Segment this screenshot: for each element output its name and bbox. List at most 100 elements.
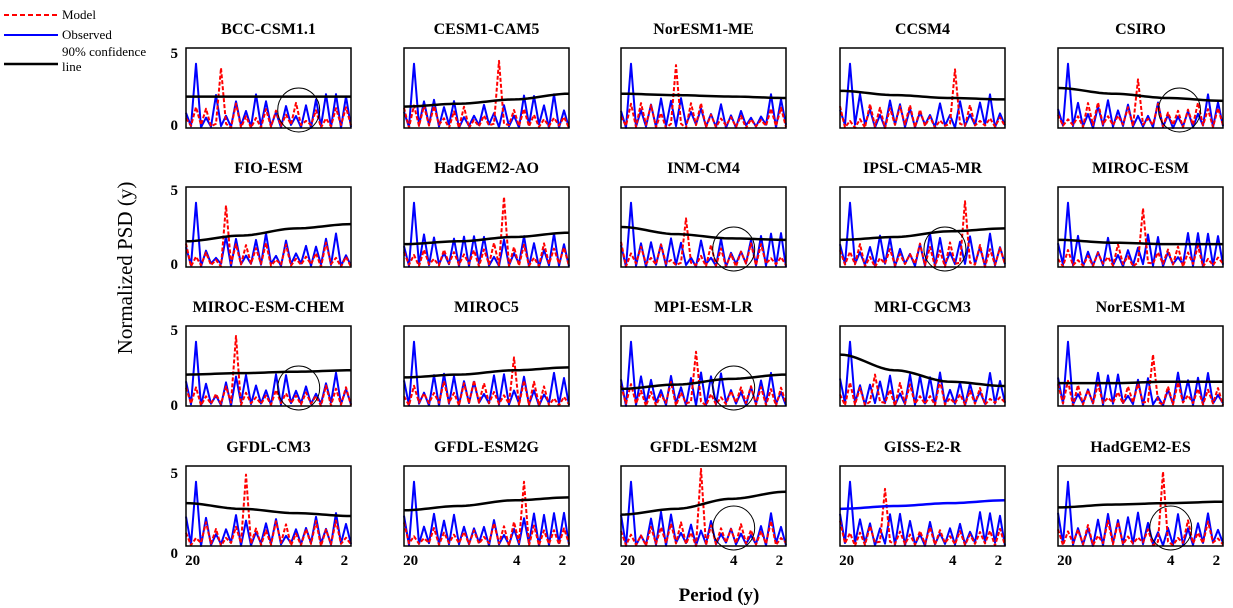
x-tick-label: 20 <box>839 553 854 569</box>
panel-title: INM-CM4 <box>667 160 740 177</box>
panel-frame <box>839 325 1006 407</box>
model-line <box>839 373 1006 407</box>
panel-frame <box>403 325 570 407</box>
confidence-line <box>403 231 570 246</box>
model-line <box>185 335 352 407</box>
panel-csiro: CSIRO <box>1057 21 1224 133</box>
confidence-line <box>185 369 352 376</box>
y-tick-0-row3: 0 <box>171 398 179 414</box>
circled-region <box>1158 87 1202 133</box>
panel-frame <box>185 47 352 129</box>
x-axis-label: Period (y) <box>679 585 760 606</box>
confidence-line <box>620 490 787 516</box>
panel-frame <box>1057 47 1224 129</box>
observed-line <box>185 201 352 268</box>
model-line <box>185 473 352 547</box>
panel-inm-cm4: INM-CM4 <box>620 160 787 272</box>
circled-region <box>712 365 756 411</box>
model-line <box>185 67 352 129</box>
panel-gfdl-cm3: GFDL-CM3 20 4 2 <box>185 439 352 569</box>
y-tick-0-row4: 0 <box>171 546 179 562</box>
panel-title: NorESM1-ME <box>653 21 753 38</box>
panel-title: GISS-E2-R <box>884 439 962 456</box>
panel-mri-cgcm3: MRI-CGCM3 <box>839 299 1006 407</box>
confidence-line <box>839 353 1006 388</box>
circled-region <box>923 226 967 272</box>
panel-title: MRI-CGCM3 <box>874 299 971 316</box>
confidence-line <box>185 501 352 518</box>
panel-title: CSIRO <box>1115 21 1166 38</box>
panel-fio-esm: FIO-ESM <box>185 160 352 268</box>
confidence-line <box>620 373 787 391</box>
panel-title: HadGEM2-AO <box>434 160 539 177</box>
y-axis-label: Normalized PSD (y) <box>113 182 137 355</box>
x-tick-label: 4 <box>295 553 303 569</box>
confidence-line <box>839 227 1006 242</box>
observed-line <box>1057 480 1224 547</box>
y-tick-5-row4: 5 <box>171 466 179 482</box>
model-line <box>403 356 570 407</box>
observed-line <box>620 480 787 547</box>
panel-hadgem2-ao: HadGEM2-AO <box>403 160 570 268</box>
circled-region <box>277 87 321 133</box>
legend-confidence-label-line2: line <box>62 59 82 74</box>
confidence-line <box>620 225 787 242</box>
confidence-line <box>620 92 787 100</box>
panel-frame <box>620 47 787 129</box>
x-tick-label: 2 <box>341 553 349 569</box>
legend-model-label: Model <box>62 7 96 22</box>
panel-ccsm4: CCSM4 <box>839 21 1006 129</box>
model-line <box>403 59 570 129</box>
circled-region <box>712 226 756 272</box>
model-line <box>620 350 787 407</box>
panel-gfdl-esm2m: GFDL-ESM2M 20 4 2 <box>620 439 787 569</box>
model-line <box>185 204 352 268</box>
observed-line <box>185 62 352 129</box>
circled-region <box>1149 505 1193 551</box>
observed-line <box>403 340 570 407</box>
confidence-line <box>1057 238 1223 246</box>
panel-title: FIO-ESM <box>234 160 302 177</box>
small-multiples: BCC-CSM1.1 CESM1-CAM5 NorESM1-ME CCSM4 CSIRO… <box>185 21 1224 569</box>
x-tick-label: 20 <box>1057 553 1072 569</box>
circled-region <box>277 365 321 411</box>
panel-frame <box>839 47 1006 129</box>
x-tick-label: 4 <box>730 553 738 569</box>
confidence-line <box>1058 380 1223 385</box>
panel-title: MIROC-ESM <box>1092 160 1189 177</box>
model-line <box>839 68 1006 129</box>
panel-frame <box>1057 186 1224 268</box>
x-tick-label: 4 <box>513 553 521 569</box>
x-tick-label: 2 <box>1213 553 1221 569</box>
panel-noresm1-me: NorESM1-ME <box>620 21 787 129</box>
panel-frame <box>1057 325 1224 407</box>
model-line <box>1057 353 1224 407</box>
panel-ipsl-cma5-mr: IPSL-CMA5-MR <box>839 160 1006 272</box>
observed-line <box>1057 62 1224 129</box>
panel-frame <box>620 325 787 407</box>
panel-title: MIROC5 <box>454 299 519 316</box>
legend-observed-label: Observed <box>62 27 112 42</box>
panel-title: MPI-ESM-LR <box>654 299 753 316</box>
panel-frame <box>839 465 1006 547</box>
x-tick-label: 20 <box>620 553 635 569</box>
observed-line <box>839 340 1006 407</box>
x-tick-label: 20 <box>403 553 418 569</box>
panel-mpi-esm-lr: MPI-ESM-LR <box>620 299 787 411</box>
confidence-line <box>1057 86 1224 103</box>
panel-cesm1-cam5: CESM1-CAM5 <box>403 21 570 129</box>
panel-noresm1-m: NorESM1-M <box>1057 299 1224 407</box>
x-tick-label: 2 <box>559 553 567 569</box>
model-line <box>1057 207 1224 268</box>
panel-title: MIROC-ESM-CHEM <box>193 299 345 316</box>
confidence-line <box>839 499 1006 511</box>
panel-frame <box>839 186 1006 268</box>
y-tick-5-row3: 5 <box>171 323 179 339</box>
panel-title: IPSL-CMA5-MR <box>863 160 983 177</box>
panel-hadgem2-es: HadGEM2-ES 20 4 2 <box>1057 439 1224 569</box>
confidence-line <box>1057 500 1224 509</box>
circled-region <box>712 505 756 551</box>
confidence-line <box>403 92 570 108</box>
panel-title: GFDL-ESM2M <box>650 439 758 456</box>
